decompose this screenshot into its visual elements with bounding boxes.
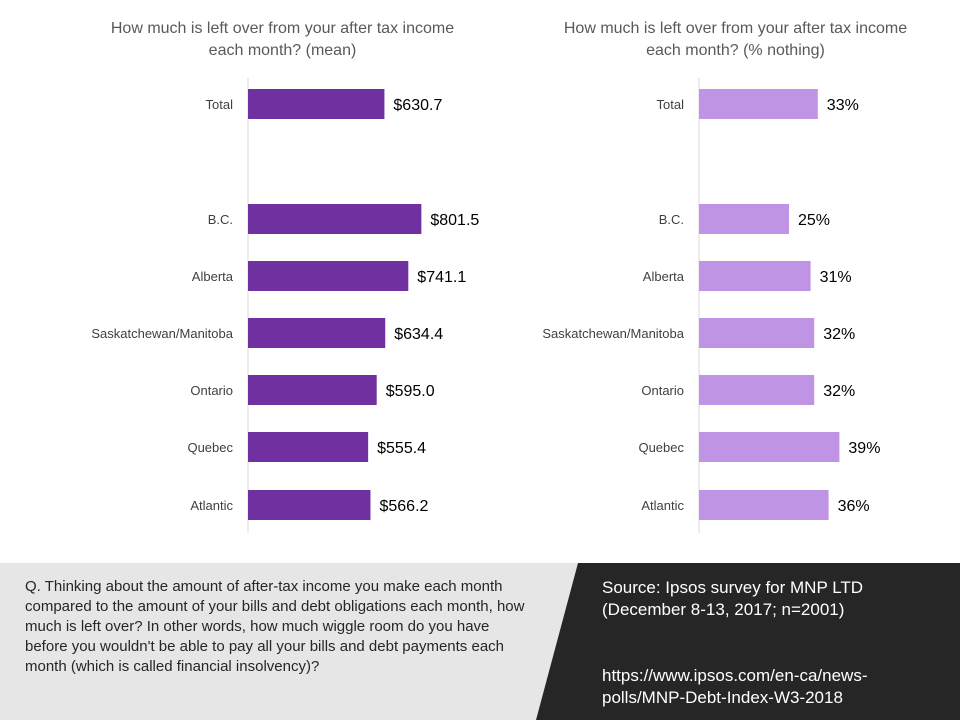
right-bar [699, 375, 815, 405]
right-value-label: 36% [838, 498, 870, 515]
right-category-label: Saskatchewan/Manitoba [542, 326, 684, 341]
right-category-label: Quebec [638, 440, 684, 455]
right-bar [699, 490, 829, 520]
survey-question: Q. Thinking about the amount of after-ta… [25, 578, 525, 675]
right-bar [699, 89, 818, 119]
right-chart-title: How much is left over from your after ta… [563, 20, 908, 59]
source-url-line-1[interactable]: https://www.ipsos.com/en-ca/news- [602, 666, 868, 685]
left-bar [248, 375, 377, 405]
left-category-label: B.C. [208, 212, 233, 227]
left-value-label: $566.2 [379, 498, 428, 515]
charts-canvas: Total $630.7 B.C. $801.5 Alberta $741.1 Saskat… [91, 78, 880, 533]
left-bar [248, 490, 371, 520]
left-category-label: Atlantic [190, 498, 233, 513]
right-category-label: Atlantic [641, 498, 684, 513]
source-citation: Source: Ipsos survey for MNP LTD (Decemb… [602, 578, 864, 619]
question-panel [0, 563, 578, 720]
left-value-label: $630.7 [393, 97, 442, 114]
left-bar [248, 432, 369, 462]
right-value-label: 31% [820, 269, 852, 286]
right-value-label: 25% [798, 212, 830, 229]
right-bar [699, 318, 815, 348]
left-bar [248, 261, 409, 291]
right-category-label: Ontario [641, 383, 684, 398]
left-value-label: $595.0 [386, 383, 435, 400]
left-chart-title: How much is left over from your after ta… [110, 20, 455, 59]
left-category-label: Saskatchewan/Manitoba [91, 326, 233, 341]
left-bar [248, 89, 385, 119]
right-bar [699, 261, 811, 291]
source-panel [536, 563, 960, 720]
source-url: https://www.ipsos.com/en-ca/news- polls/… [602, 665, 947, 709]
footer-background [0, 563, 960, 720]
right-value-label: 33% [827, 97, 859, 114]
left-category-label: Alberta [192, 269, 234, 284]
left-bar [248, 204, 422, 234]
right-bar [699, 432, 840, 462]
right-category-label: Alberta [643, 269, 685, 284]
right-category-label: Total [657, 97, 685, 112]
left-bar [248, 318, 386, 348]
left-value-label: $801.5 [430, 212, 479, 229]
right-bar [699, 204, 789, 234]
left-value-label: $634.4 [394, 326, 443, 343]
left-value-label: $555.4 [377, 440, 426, 457]
right-category-label: B.C. [659, 212, 684, 227]
left-category-label: Quebec [187, 440, 233, 455]
left-category-label: Total [206, 97, 234, 112]
right-value-label: 39% [848, 440, 880, 457]
right-value-label: 32% [823, 326, 855, 343]
left-category-label: Ontario [190, 383, 233, 398]
left-value-label: $741.1 [417, 269, 466, 286]
source-url-line-2[interactable]: polls/MNP-Debt-Index-W3-2018 [602, 688, 843, 707]
right-value-label: 32% [823, 383, 855, 400]
